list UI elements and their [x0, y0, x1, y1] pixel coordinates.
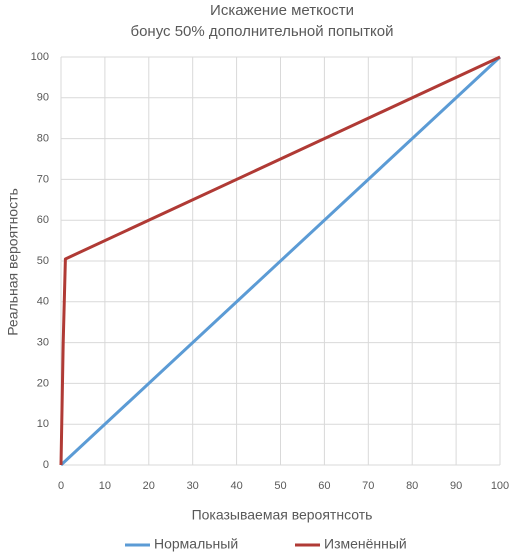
- x-tick-label: 60: [318, 480, 330, 492]
- legend-label: Нормальный: [154, 536, 238, 552]
- series-line: [59, 55, 501, 466]
- x-tick-label: 50: [274, 480, 286, 492]
- series-line: [59, 55, 502, 467]
- chart-title: Искажение меткости: [210, 2, 354, 19]
- legend-label: Изменённый: [324, 536, 407, 552]
- x-tick-label: 100: [491, 480, 509, 492]
- x-tick-label: 0: [58, 480, 64, 492]
- y-tick-label: 0: [43, 459, 49, 471]
- y-tick-label: 20: [37, 377, 49, 389]
- x-tick-label: 70: [362, 480, 374, 492]
- x-axis-label: Показываемая вероятнсоть: [192, 507, 373, 523]
- x-tick-label: 90: [450, 480, 462, 492]
- y-tick-label: 90: [37, 92, 49, 104]
- x-tick-label: 40: [230, 480, 242, 492]
- y-tick-label: 10: [37, 418, 49, 430]
- x-tick-label: 80: [406, 480, 418, 492]
- y-axis-label: Реальная вероятность: [5, 188, 21, 336]
- y-tick-label: 70: [37, 173, 49, 185]
- y-tick-label: 50: [37, 255, 49, 267]
- x-tick-label: 20: [143, 480, 155, 492]
- y-tick-label: 30: [37, 337, 49, 349]
- x-tick-label: 30: [187, 480, 199, 492]
- chart-subtitle: бонус 50% дополнительной попыткой: [130, 23, 393, 40]
- y-tick-label: 100: [31, 51, 49, 63]
- y-tick-label: 40: [37, 296, 49, 308]
- x-tick-label: 10: [99, 480, 111, 492]
- y-tick-label: 60: [37, 214, 49, 226]
- y-tick-label: 80: [37, 133, 49, 145]
